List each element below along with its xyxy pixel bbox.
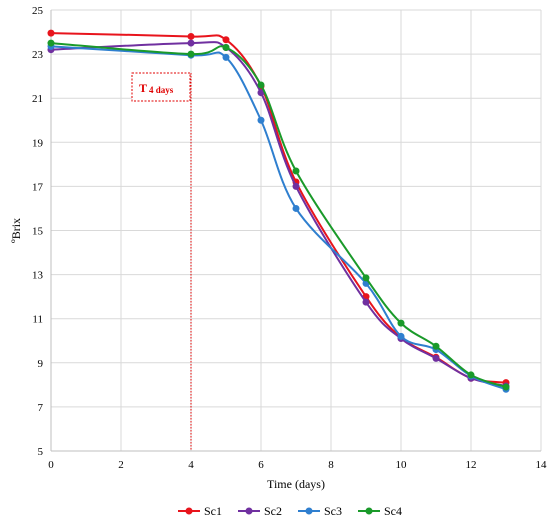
data-point-sc4	[222, 43, 230, 51]
data-point-sc4	[362, 274, 370, 282]
series-line-sc4	[50, 42, 507, 389]
data-point-sc4	[292, 167, 300, 175]
data-point-sc3	[222, 53, 230, 61]
data-point-sc4	[467, 371, 475, 379]
y-tick-label: 23	[32, 49, 44, 61]
series-sc2	[47, 39, 510, 390]
gridlines	[50, 9, 542, 452]
x-tick-label: 14	[536, 459, 548, 471]
data-point-sc2	[257, 89, 265, 97]
legend-swatch-marker	[305, 507, 313, 515]
data-point-sc4	[397, 319, 405, 327]
series-layer	[47, 29, 510, 393]
data-point-sc4	[257, 81, 265, 89]
t4-label-sub: 4 days	[149, 85, 174, 95]
series-sc1	[47, 29, 510, 387]
t4-label-main: T	[139, 81, 147, 95]
t4-label-box	[131, 72, 191, 102]
data-point-sc4	[187, 50, 195, 58]
data-point-sc3	[292, 204, 300, 212]
data-point-sc2	[292, 182, 300, 190]
legend-item-sc3: Sc3	[298, 504, 342, 518]
x-tick-label: 4	[188, 459, 194, 471]
axes	[50, 10, 541, 452]
legend-item-sc2: Sc2	[238, 504, 282, 518]
x-axis-label: Time (days)	[267, 477, 325, 491]
data-point-sc2	[362, 298, 370, 306]
legend-swatch-marker	[245, 507, 253, 515]
data-point-sc2	[432, 354, 440, 362]
y-tick-label: 15	[32, 226, 44, 238]
x-tick-label: 6	[258, 459, 264, 471]
data-point-sc1	[47, 29, 55, 37]
data-point-sc3	[397, 332, 405, 340]
legend-item-sc1: Sc1	[178, 504, 222, 518]
data-point-sc4	[432, 342, 440, 350]
x-tick-label: 10	[396, 459, 408, 471]
y-tick-label: 19	[32, 137, 44, 149]
legend-item-sc4: Sc4	[358, 504, 402, 518]
data-point-sc4	[47, 39, 55, 47]
y-tick-label: 25	[32, 5, 44, 17]
legend: Sc1 Sc2 Sc3 Sc4	[178, 504, 402, 518]
series-line-sc2	[50, 41, 507, 387]
series-line-sc1	[50, 32, 507, 384]
y-tick-label: 11	[32, 314, 43, 326]
x-tick-label: 8	[328, 459, 334, 471]
y-tick-label: 21	[32, 93, 43, 105]
series-sc3	[47, 42, 510, 393]
legend-label-sc3: Sc3	[324, 504, 342, 518]
legend-swatch-marker	[185, 507, 193, 515]
data-point-sc4	[502, 383, 510, 391]
series-line-sc3	[50, 45, 507, 391]
legend-swatch-marker	[365, 507, 373, 515]
y-tick-label: 9	[38, 358, 44, 370]
y-axis-label: ºBrix	[9, 218, 23, 243]
data-point-sc1	[187, 32, 195, 40]
x-tick-label: 12	[466, 459, 477, 471]
tick-labels: 5 7 9 11 13 15 17 19 21 23 25 0 2 4 6 8 10 12 14	[32, 5, 547, 471]
data-point-sc1	[222, 36, 230, 44]
legend-label-sc2: Sc2	[264, 504, 282, 518]
y-tick-label: 17	[32, 181, 44, 193]
data-point-sc2	[187, 39, 195, 47]
data-point-sc3	[257, 116, 265, 124]
legend-label-sc4: Sc4	[384, 504, 402, 518]
x-tick-label: 2	[118, 459, 124, 471]
series-sc4	[47, 39, 510, 391]
legend-label-sc1: Sc1	[204, 504, 222, 518]
x-tick-label: 0	[48, 459, 54, 471]
y-tick-label: 13	[32, 270, 44, 282]
y-tick-label: 7	[38, 402, 44, 414]
y-tick-label: 5	[38, 446, 44, 458]
